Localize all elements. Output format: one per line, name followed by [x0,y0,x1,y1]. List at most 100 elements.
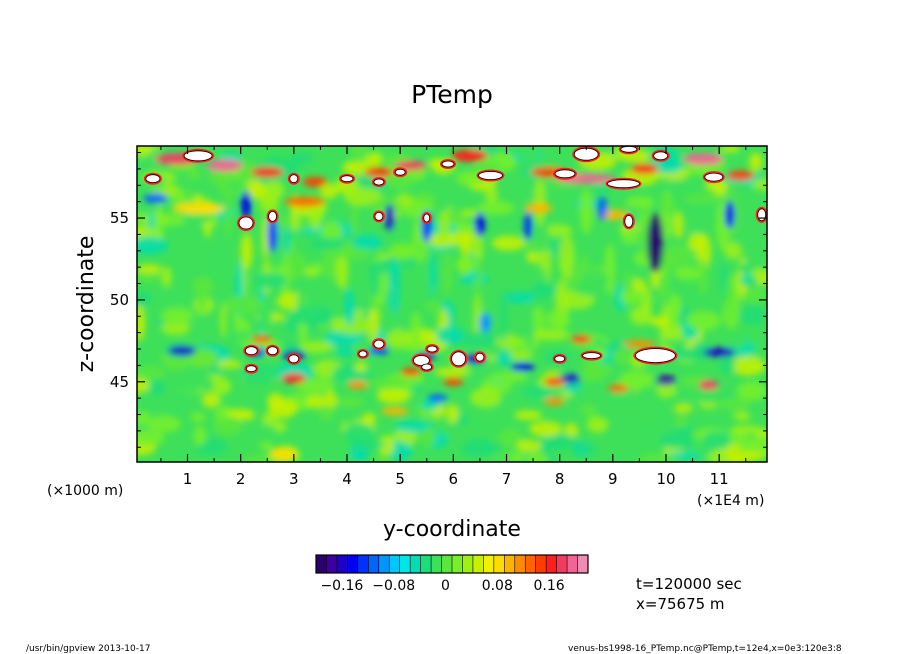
field-cell [737,381,767,401]
saturated-blob [624,214,634,228]
colorbar-swatch [420,555,432,573]
y-tick-label: 50 [110,291,129,309]
field-cell [438,209,450,246]
field-cell [186,170,202,181]
x-unit-right: (×1E4 m) [697,493,764,509]
saturated-blob [394,168,406,176]
colorbar-swatch [441,555,453,573]
field-cell [739,306,767,325]
x-axis-ticks: 1 2 3 4 5 6 7 8 9 10 11 [160,146,747,488]
field-cell [460,208,479,218]
field-cell [371,197,404,213]
field-cell [208,364,224,376]
colorbar-swatch [577,555,589,573]
field-cell [150,289,188,305]
colorbar-swatch [472,555,484,573]
saturated-blob [288,354,300,364]
saturated-blob [244,346,258,356]
field-cell [470,387,502,408]
colorbar-swatch [452,555,463,573]
field-cell [672,347,712,361]
field-cell [468,364,490,381]
chart-title: PTemp [411,80,493,109]
field-cell [578,368,606,382]
field-cell [516,439,542,452]
field-cell [137,146,160,152]
field-cell [367,311,379,342]
field-cell [642,428,665,442]
field-cell [369,262,381,298]
field-cell [673,211,684,239]
saturated-blob [373,339,385,349]
field-feature [560,373,581,384]
colorbar-swatch [368,555,380,573]
field-cell [207,168,236,185]
saturated-blob [653,151,669,161]
field-cell [267,392,284,410]
colorbar-tick-label: 0.16 [534,578,565,594]
field-cell [301,340,334,354]
field-cell [137,365,166,381]
field-cell [698,258,708,295]
field-cell [182,211,214,224]
field-cell [386,172,414,189]
x-tick-label: 6 [449,470,459,488]
saturated-blob [183,150,213,162]
field-cell [342,160,370,176]
field-feature [656,375,676,386]
x-tick-label: 10 [656,470,675,488]
field-cell [418,268,427,299]
field-cell [457,256,478,273]
field-cell [147,379,165,397]
field-cell [190,412,206,422]
field-cell [434,367,470,377]
x-tick-label: 5 [395,470,405,488]
field-cell [394,420,433,433]
field-feature [523,212,532,241]
field-cell [580,403,598,417]
field-cell [564,423,579,438]
field-feature [400,367,421,376]
field-feature [143,193,168,204]
saturated-blob [554,355,566,363]
time-annotation: t=120000 sec [636,575,742,593]
field-feature [380,407,409,416]
saturated-blob [635,348,676,364]
field-cell [534,178,546,226]
field-cell [558,291,595,310]
x-tick-label: 7 [502,470,512,488]
saturated-blob [358,350,368,358]
x-position-annotation: x=75675 m [636,595,725,613]
field-cell [137,430,165,447]
field-cell [273,421,287,432]
field-feature [544,377,565,386]
field-feature [698,380,719,390]
field-cell [306,394,329,409]
field-cell [752,268,767,279]
field-cell [526,451,549,462]
field-feature [647,212,664,273]
field-cell [197,275,207,313]
saturated-blob [426,345,438,353]
field-feature [726,170,755,181]
field-cell [531,307,545,329]
field-cell [224,184,232,239]
saturated-blob [289,174,299,184]
saturated-blob [145,174,161,184]
field-cell [261,214,269,261]
field-cell [649,316,672,327]
field-feature [683,153,724,166]
field-cell [687,310,721,331]
field-cell [291,306,330,326]
field-cell [426,301,441,313]
field-cell [673,403,693,413]
field-cell [460,438,500,458]
y-axis-ticks: 45 50 55 [110,152,767,448]
field-cell [217,231,226,285]
field-cell [389,259,400,315]
colorbar-swatch [378,555,390,573]
y-axis-label: z-coordinate [74,236,99,373]
field-cell [172,192,186,203]
field-cell [724,450,764,462]
field-feature [474,212,485,237]
